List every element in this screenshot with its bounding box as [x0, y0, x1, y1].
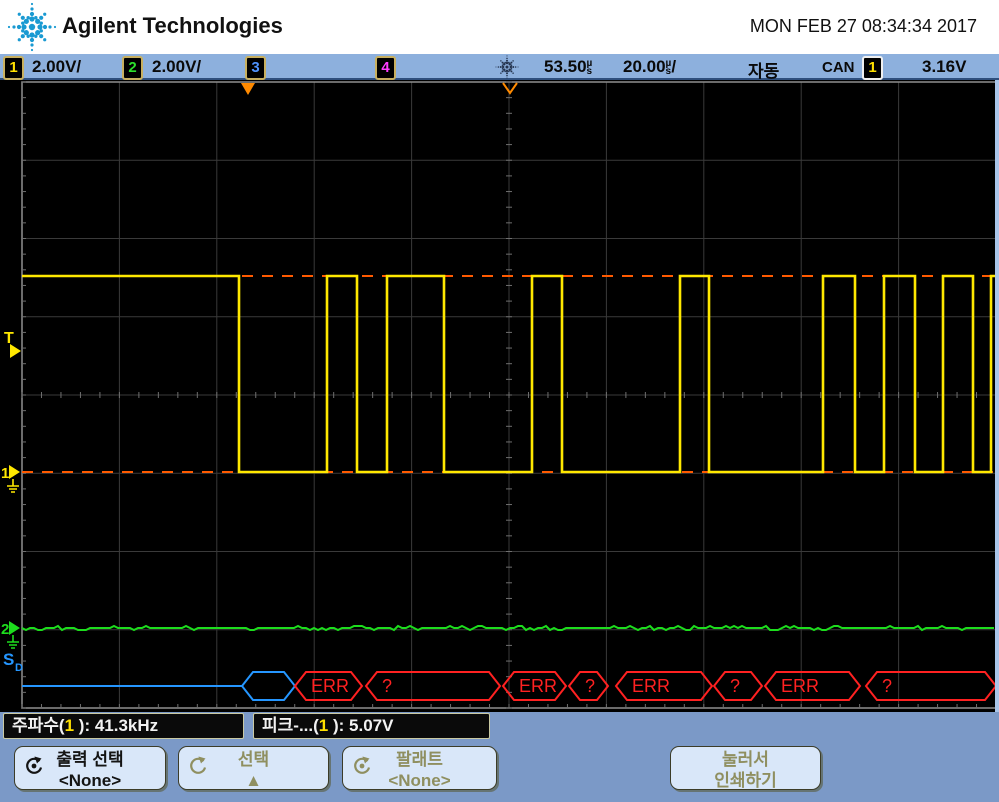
decode-frame-label: ?: [585, 676, 595, 696]
agilent-logo-icon: [7, 2, 57, 52]
rotate-knob-dot-icon: [354, 756, 371, 774]
softkey-value: <None>: [388, 771, 451, 790]
channel1-badge[interactable]: 1: [3, 56, 24, 80]
right-edge-strip: [995, 80, 999, 712]
decode-frame: [364, 671, 502, 701]
waveform-display: ERR? ERR? ERR? ERR ? T 1 2 S D: [1, 81, 998, 709]
softkey-value: <None>: [58, 771, 122, 790]
decode-frame-label: ERR: [632, 676, 670, 696]
svg-text:D: D: [15, 662, 23, 674]
decode-frame: [763, 671, 862, 701]
rotate-knob-dot-icon: [26, 756, 43, 774]
decode-frame-label: ERR: [519, 676, 557, 696]
trigger-mode[interactable]: 자동: [748, 62, 780, 81]
decode-frame: [614, 671, 714, 701]
softkey-value: ▲: [245, 771, 262, 790]
softkey-label: 팔래트: [396, 750, 443, 769]
decode-frame-label: ?: [382, 676, 392, 696]
datetime-display: MON FEB 27 08:34:34 2017: [749, 16, 977, 36]
display-markers: T 1 2 S D: [1, 82, 518, 674]
channel1-scale[interactable]: 2.00V/: [32, 57, 82, 76]
time-reference-marker: [502, 82, 518, 95]
agilent-mini-logo-icon: [495, 55, 519, 79]
decode-frame-label: ?: [730, 676, 740, 696]
decode-frame-label: ERR: [781, 676, 819, 696]
serial-decode-label: S: [3, 650, 14, 669]
softkey-select[interactable]: 선택 ▲: [178, 746, 329, 790]
header: Agilent Technologies MON FEB 27 08:34:34…: [0, 0, 999, 54]
trigger-level-readout[interactable]: 3.16V: [922, 57, 967, 76]
measurement-peak-peak: 피크-...(1 ): 5.07V: [253, 713, 490, 739]
channel3-badge[interactable]: 3: [245, 56, 266, 80]
softkey-bar: 출력 선택 <None> 선택 ▲ 팔래트 <None> 눌러서 인쇄하기: [0, 740, 999, 802]
channel4-badge[interactable]: 4: [375, 56, 396, 80]
decode-frame: [712, 671, 764, 701]
trigger-source-label: CAN: [822, 59, 855, 76]
decode-frame: [293, 671, 364, 701]
channel1-ground-marker: 1: [1, 465, 9, 482]
measurement-frequency: 주파수(1 ): 41.3kHz: [3, 713, 244, 739]
trigger-position-marker: [241, 83, 255, 95]
status-bar: 1 2.00V/ 2 2.00V/ 3 4 53.50 µ s 20.00 µ s / 자…: [0, 54, 999, 81]
serial-decode-lane: ERR? ERR? ERR? ERR?: [22, 671, 998, 701]
softkey-label: 눌러서: [722, 750, 769, 769]
channel2-scale[interactable]: 2.00V/: [152, 57, 202, 76]
rotate-knob-icon: [190, 756, 207, 774]
channel2-badge[interactable]: 2: [122, 56, 143, 80]
softkey-value: 인쇄하기: [714, 771, 777, 790]
decode-frame: [501, 671, 568, 701]
measurement-bar: 주파수(1 ): 41.3kHz 피크-...(1 ): 5.07V: [0, 712, 999, 740]
delay-readout: 53.50 µ s: [544, 57, 593, 77]
decode-frame-label: ERR: [311, 676, 349, 696]
channel1-trace: [22, 274, 996, 474]
decode-frame: [567, 671, 610, 701]
channel2-ground-marker: 2: [1, 621, 9, 638]
trigger-level-marker: T: [4, 330, 14, 347]
softkey-press-to-print[interactable]: 눌러서 인쇄하기: [670, 746, 821, 790]
softkey-palette[interactable]: 팔래트 <None>: [342, 746, 497, 790]
softkey-label: 출력 선택: [56, 750, 124, 769]
waveform-area: ERR? ERR? ERR? ERR? T 1 2 S D: [0, 80, 999, 712]
softkey-label: 선택: [237, 750, 270, 769]
decode-frame: [240, 671, 297, 701]
brand-title: Agilent Technologies: [62, 13, 283, 38]
trigger-source-badge[interactable]: 1: [862, 56, 883, 80]
timebase-readout[interactable]: 20.00 µ s /: [623, 57, 677, 77]
graticule: [21, 81, 997, 709]
decode-frame-label: ?: [882, 676, 892, 696]
softkey-output-select[interactable]: 출력 선택 <None>: [14, 746, 166, 790]
channel2-trace: [21, 624, 994, 632]
